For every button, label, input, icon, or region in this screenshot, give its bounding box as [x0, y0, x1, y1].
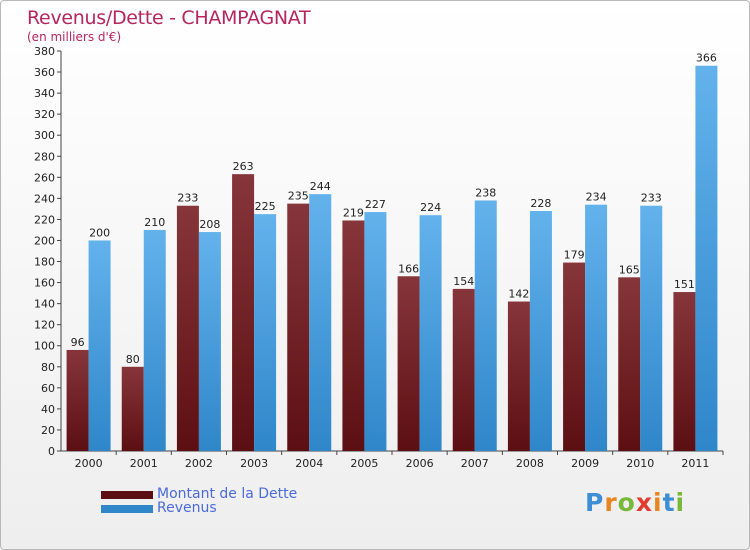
bar-dette	[342, 220, 365, 451]
proxiti-logo: Proxiti	[585, 488, 685, 517]
data-label-revenus: 233	[641, 192, 662, 205]
data-label-dette: 219	[343, 206, 364, 219]
bar-revenus	[143, 229, 166, 451]
bar-dette	[287, 203, 310, 451]
bar-dette	[176, 205, 199, 451]
bar-revenus	[198, 232, 221, 451]
bar-dette	[618, 277, 641, 451]
data-label-dette: 151	[674, 278, 695, 291]
data-label-revenus: 224	[420, 201, 441, 214]
bar-revenus	[474, 200, 497, 451]
y-tick-label: 200	[34, 234, 55, 247]
chart-title: Revenus/Dette - CHAMPAGNAT	[27, 7, 311, 29]
data-label-dette: 263	[233, 160, 254, 173]
data-label-revenus: 208	[199, 218, 220, 231]
data-label-revenus: 244	[310, 180, 331, 193]
logo-letter: r	[604, 488, 618, 517]
y-tick-label: 140	[34, 298, 55, 311]
bar-dette	[66, 349, 89, 451]
x-tick-label: 2006	[406, 457, 434, 470]
data-label-dette: 80	[126, 353, 140, 366]
y-tick-label: 0	[48, 445, 55, 458]
legend-swatch-dette	[101, 491, 153, 499]
x-tick-label: 2003	[240, 457, 268, 470]
y-tick-label: 100	[34, 340, 55, 353]
y-tick-label: 160	[34, 277, 55, 290]
data-label-dette: 96	[71, 336, 85, 349]
data-label-dette: 235	[288, 190, 309, 203]
x-tick-label: 2001	[130, 457, 158, 470]
bar-dette	[232, 174, 255, 451]
logo-letter: P	[585, 488, 605, 517]
data-label-dette: 154	[453, 275, 474, 288]
data-label-revenus: 366	[696, 52, 717, 65]
x-tick-label: 2004	[295, 457, 323, 470]
data-label-revenus: 200	[89, 226, 110, 239]
bar-dette	[507, 301, 530, 451]
bar-dette	[397, 276, 420, 451]
bar-dette	[563, 262, 586, 451]
bar-revenus	[695, 65, 718, 451]
logo-letter: i	[653, 488, 663, 517]
data-label-revenus: 210	[144, 216, 165, 229]
bar-dette	[452, 288, 475, 451]
bar-revenus	[88, 240, 111, 451]
bar-dette	[673, 292, 696, 451]
x-tick-label: 2005	[350, 457, 378, 470]
y-tick-label: 80	[41, 361, 55, 374]
data-label-dette: 166	[398, 262, 419, 275]
bar-revenus	[254, 214, 277, 451]
y-tick-label: 320	[34, 108, 55, 121]
x-tick-label: 2011	[681, 457, 709, 470]
data-label-revenus: 234	[586, 191, 607, 204]
data-labels: 9620080210233208263225235244219227166224…	[71, 52, 717, 366]
legend-label-dette: Montant de la Dette	[157, 486, 298, 502]
x-tick-label: 2000	[75, 457, 103, 470]
y-tick-label: 340	[34, 87, 55, 100]
data-label-dette: 142	[508, 288, 529, 301]
data-label-dette: 179	[564, 249, 585, 262]
y-tick-label: 300	[34, 129, 55, 142]
legend-swatch-revenus	[101, 505, 153, 513]
data-label-dette: 165	[619, 263, 640, 276]
y-tick-label: 60	[41, 382, 55, 395]
axes: 0 20 40 60 80 100 120 140 160 180 200 220 240 260 280 3…	[34, 45, 724, 470]
y-tick-label: 280	[34, 150, 55, 163]
logo-letter: i	[675, 488, 686, 517]
y-tick-label: 40	[41, 403, 55, 416]
data-label-revenus: 228	[530, 197, 551, 210]
legend-label-revenus: Revenus	[157, 500, 217, 516]
bar-revenus	[529, 211, 552, 451]
logo-letter: t	[662, 488, 676, 517]
x-tick-label: 2009	[571, 457, 599, 470]
data-label-revenus: 227	[365, 198, 386, 211]
data-label-revenus: 238	[475, 186, 496, 199]
bar-revenus	[585, 204, 608, 451]
bar-revenus	[419, 215, 442, 451]
y-tick-label: 240	[34, 192, 55, 205]
x-tick-label: 2010	[626, 457, 654, 470]
y-tick-label: 20	[41, 424, 55, 437]
logo-letter: o	[617, 488, 636, 517]
data-label-dette: 233	[177, 192, 198, 205]
bar-revenus	[309, 194, 332, 451]
chart-subtitle: (en milliers d'€)	[27, 30, 122, 44]
bar-revenus	[364, 212, 387, 451]
data-label-revenus: 225	[255, 200, 276, 213]
x-tick-label: 2002	[185, 457, 213, 470]
x-tick-label: 2008	[516, 457, 544, 470]
y-tick-label: 260	[34, 171, 55, 184]
x-tick-label: 2007	[461, 457, 489, 470]
y-tick-label: 180	[34, 256, 55, 269]
bar-dette	[121, 366, 144, 451]
y-tick-label: 360	[34, 66, 55, 79]
y-tick-label: 120	[34, 319, 55, 332]
bar-revenus	[640, 205, 663, 451]
y-tick-label: 220	[34, 213, 55, 226]
logo-letter: x	[635, 488, 653, 517]
y-tick-label: 380	[34, 45, 55, 58]
bars	[66, 65, 718, 451]
